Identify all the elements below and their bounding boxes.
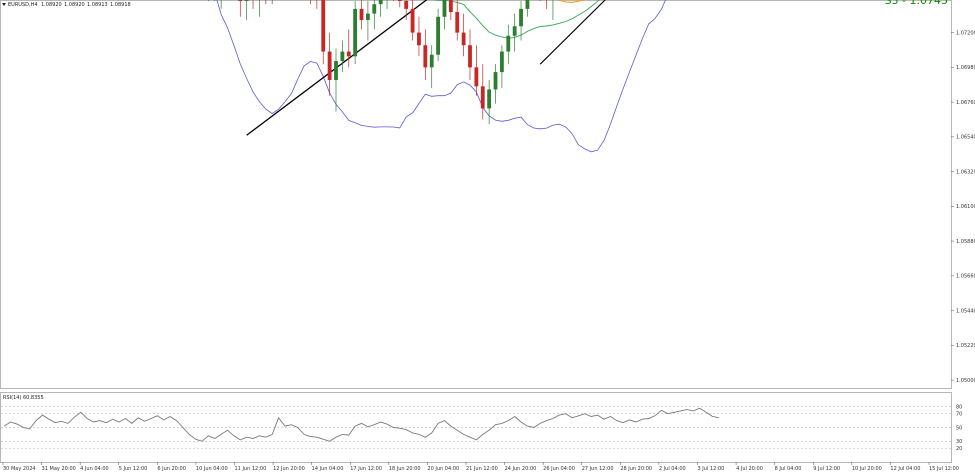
candle-body [461,32,466,46]
time-tick-label: 10 Jul 20:00 [852,466,882,472]
candle-body [448,0,453,13]
time-tick-label: 26 Jun 04:00 [543,466,575,472]
time-tick-label: 11 Jun 12:00 [235,466,267,472]
candle-body [468,45,472,68]
candle-body [519,8,523,27]
time-tick-label: 17 Jun 12:00 [350,466,382,472]
rsi-level-label: 80 [956,405,962,411]
price-tick-label: 1.05660 [956,274,975,280]
time-tick-label: 12 Jun 20:00 [273,466,305,472]
candle-body [417,32,421,46]
time-tick-label: 12 Jul 04:00 [890,466,920,472]
symbol-name: EURUSD,H4 [8,2,38,8]
price-tick-label: 1.05220 [956,343,975,349]
time-tick-label: 28 Jun 20:00 [620,466,652,472]
rsi-level-label: 70 [956,412,962,418]
ohlc-close: 1.08918 [110,2,131,8]
candle-body [404,1,409,9]
time-tick-label: 3 Jul 12:00 [698,466,725,472]
candle-body [359,8,364,20]
secondary-trendline [539,0,606,65]
price-tick-label: 1.05000 [956,378,975,384]
time-tick-label: 14 Jun 04:00 [312,466,344,472]
ohlc-high: 1.08920 [64,2,85,8]
candle-body [512,26,517,36]
time-tick-label: 4 Jun 04:00 [80,466,109,472]
time-axis: 30 May 2024 31 May 20:00 4 Jun 04:00 5 Jun … [2,462,959,472]
candle-body [493,72,498,90]
candle-body [423,45,428,68]
support-resistance-levels: R3 - 1.10471.10470R2 - 1.09801.09800R1 -… [885,0,948,7]
candle-body [321,0,326,52]
candle-body [365,13,370,20]
time-tick-label: 10 Jun 04:00 [196,466,228,472]
candle-body [238,0,243,1]
time-tick-label: 4 Jul 20:00 [736,466,763,472]
candle-body [353,8,358,57]
rsi-level-label: 30 [956,439,962,445]
rsi-label: RSI(14) 60.8355 [3,395,44,401]
candle-body [487,89,492,109]
time-tick-label: 20 Jun 04:00 [427,466,459,472]
ohlc-low: 1.08913 [87,2,108,8]
time-tick-label: 30 May 2024 [3,466,36,472]
rsi-pane-frame [0,392,952,463]
rsi-level-label: 50 [956,425,962,431]
time-tick-label: 21 Jun 12:00 [466,466,498,472]
candle-body [378,0,383,5]
candle-body [436,16,441,55]
candle-body [397,0,402,1]
price-axis: 1.07200 1.06980 1.06760 1.06540 1.06320 1.061… [951,30,975,384]
candle-body [499,51,504,73]
price-tick-label: 1.05880 [956,239,975,245]
candle-body [334,61,338,80]
rsi-level-label: 20 [956,446,962,452]
candle-body [429,54,434,68]
level-label: S3 - 1.0745 [885,0,948,7]
time-tick-label: 8 Jul 04:00 [775,466,802,472]
candle-body [346,51,351,57]
price-tick-label: 1.06320 [956,169,975,175]
rsi-line [3,407,719,442]
price-tick-label: 1.06540 [956,135,975,141]
candle-body [480,86,485,109]
candle-body [506,35,511,52]
symbol-header: EURUSD,H4 1.08920 1.08920 1.08913 1.0891… [2,2,131,8]
main-pane-frame [0,0,952,389]
price-tick-label: 1.07200 [956,30,975,36]
time-tick-label: 31 May 20:00 [42,466,76,472]
candle-body [442,0,447,17]
time-tick-label: 15 Jul 12:00 [929,466,959,472]
candle-body [244,0,249,1]
ohlc-open: 1.08920 [41,2,62,8]
time-tick-label: 5 Jun 12:00 [119,466,148,472]
candlesticks [208,0,554,125]
price-tick-label: 1.06100 [956,204,975,210]
time-tick-label: 6 Jun 20:00 [157,466,186,472]
time-tick-label: 2 Jul 04:00 [659,466,686,472]
dropdown-triangle-icon[interactable] [2,3,6,6]
price-tick-label: 1.05440 [956,308,975,314]
time-tick-label: 9 Jul 12:00 [813,466,840,472]
indicators [216,0,666,153]
candle-body [455,12,460,33]
candle-body [372,4,377,14]
price-tick-label: 1.06760 [956,100,975,106]
candle-body [327,51,332,80]
candle-body [474,67,479,87]
time-tick-label: 27 Jun 12:00 [582,466,614,472]
candle-body [525,0,530,9]
price-tick-label: 1.06980 [956,65,975,71]
candle-body [410,8,415,33]
bollinger-lower-band [216,0,666,153]
ascending-trendline [246,0,428,136]
time-tick-label: 18 Jun 20:00 [389,466,421,472]
time-tick-label: 24 Jun 20:00 [505,466,537,472]
candle-body [340,51,345,62]
